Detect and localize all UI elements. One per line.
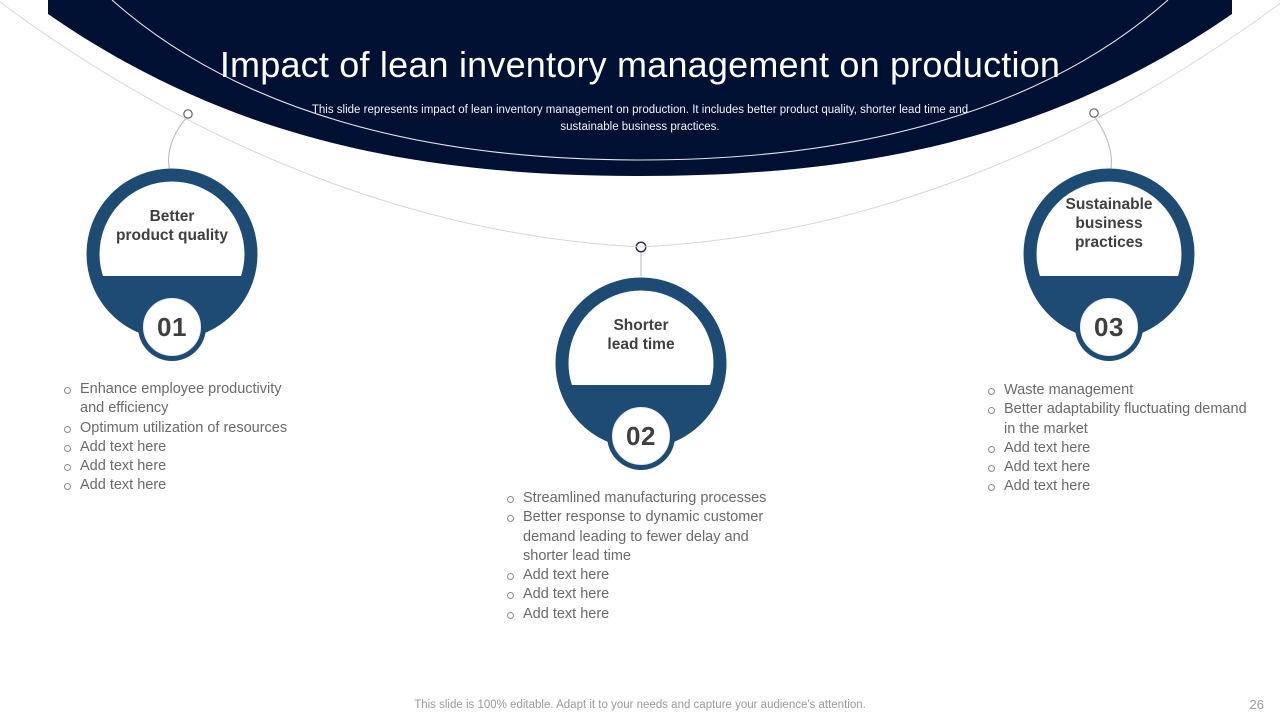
bullet-text: Add text here bbox=[523, 605, 610, 622]
node-sustainable-business-practices[interactable]: Sustainable business practices 03 bbox=[1021, 166, 1197, 361]
bullet-circle-icon bbox=[64, 438, 80, 452]
bullet-text: Add text here bbox=[523, 586, 610, 603]
node-badge-01: 01 bbox=[138, 293, 206, 361]
footer-note: This slide is 100% editable. Adapt it to… bbox=[414, 699, 866, 711]
bullet-text: Streamlined manufacturing processes bbox=[523, 490, 767, 506]
bullet-circle-icon bbox=[64, 476, 80, 491]
bullet-list-01: Enhance employee productivity and effici… bbox=[64, 380, 296, 496]
bullet-text: Add text here bbox=[1004, 478, 1091, 495]
circle-graphic-02 bbox=[555, 277, 727, 449]
bullet-circle-icon bbox=[507, 566, 523, 581]
list-item: Streamlined manufacturing processes bbox=[507, 489, 779, 508]
list-item: Waste management bbox=[988, 381, 1250, 400]
bullet-list-02: Streamlined manufacturing processes Bett… bbox=[507, 489, 779, 624]
bullet-circle-icon bbox=[507, 489, 523, 503]
bullet-circle-icon bbox=[64, 419, 80, 433]
navy-arc bbox=[48, 0, 1232, 176]
page-title: Impact of lean inventory management on p… bbox=[219, 44, 1061, 85]
bullet-text: Add text here bbox=[1004, 439, 1091, 456]
list-item: Add text here bbox=[64, 438, 296, 457]
bullet-text: Add text here bbox=[523, 567, 610, 584]
list-item: Add text here bbox=[64, 476, 296, 495]
list-item: Add text here bbox=[507, 566, 779, 585]
bullet-circle-icon bbox=[507, 508, 523, 523]
list-item: Add text here bbox=[64, 457, 296, 476]
bullet-circle-icon bbox=[988, 400, 1004, 415]
list-item: Add text here bbox=[988, 477, 1250, 496]
bullet-text: Add text here bbox=[1004, 459, 1091, 476]
bullet-text: Better adaptability fluctuating demand i… bbox=[1004, 401, 1247, 437]
node-badge-02: 02 bbox=[607, 402, 675, 470]
list-item: Add text here bbox=[988, 439, 1250, 458]
bullet-circle-icon bbox=[507, 585, 523, 600]
bullet-list-03: Waste management Better adaptability flu… bbox=[988, 381, 1250, 497]
list-item: Better response to dynamic customer dema… bbox=[507, 508, 779, 566]
page-number: 26 bbox=[1249, 697, 1264, 712]
node-better-product-quality[interactable]: Better product quality 01 bbox=[84, 166, 260, 361]
bullet-text: Enhance employee productivity and effici… bbox=[80, 381, 282, 417]
bullet-text: Add text here bbox=[80, 438, 167, 455]
bullet-text: Better response to dynamic customer dema… bbox=[523, 509, 764, 564]
node-number-03: 03 bbox=[1080, 298, 1138, 356]
bullet-circle-icon bbox=[507, 605, 523, 619]
list-item: Add text here bbox=[507, 605, 779, 624]
node-number-01: 01 bbox=[143, 298, 201, 356]
bullet-circle-icon bbox=[64, 380, 80, 394]
node-shorter-lead-time[interactable]: Shorter lead time 02 bbox=[553, 275, 729, 470]
bullet-text: Add text here bbox=[80, 477, 167, 494]
list-item: Better adaptability fluctuating demand i… bbox=[988, 400, 1250, 439]
bullet-circle-icon bbox=[988, 439, 1004, 453]
list-item: Add text here bbox=[507, 585, 779, 604]
bullet-text: Optimum utilization of resources bbox=[80, 419, 288, 436]
list-item: Optimum utilization of resources bbox=[64, 419, 296, 438]
node-number-02: 02 bbox=[612, 407, 670, 465]
bullet-circle-icon bbox=[988, 477, 1004, 492]
bullet-circle-icon bbox=[988, 458, 1004, 473]
slide-subtitle: This slide represents impact of lean inv… bbox=[311, 104, 969, 134]
list-item: Add text here bbox=[988, 458, 1250, 477]
bullet-text: Waste management bbox=[1004, 382, 1134, 398]
bullet-circle-icon bbox=[988, 381, 1004, 395]
bullet-text: Add text here bbox=[80, 458, 167, 475]
list-item: Enhance employee productivity and effici… bbox=[64, 380, 296, 419]
bullet-circle-icon bbox=[64, 457, 80, 472]
node-badge-03: 03 bbox=[1075, 293, 1143, 361]
